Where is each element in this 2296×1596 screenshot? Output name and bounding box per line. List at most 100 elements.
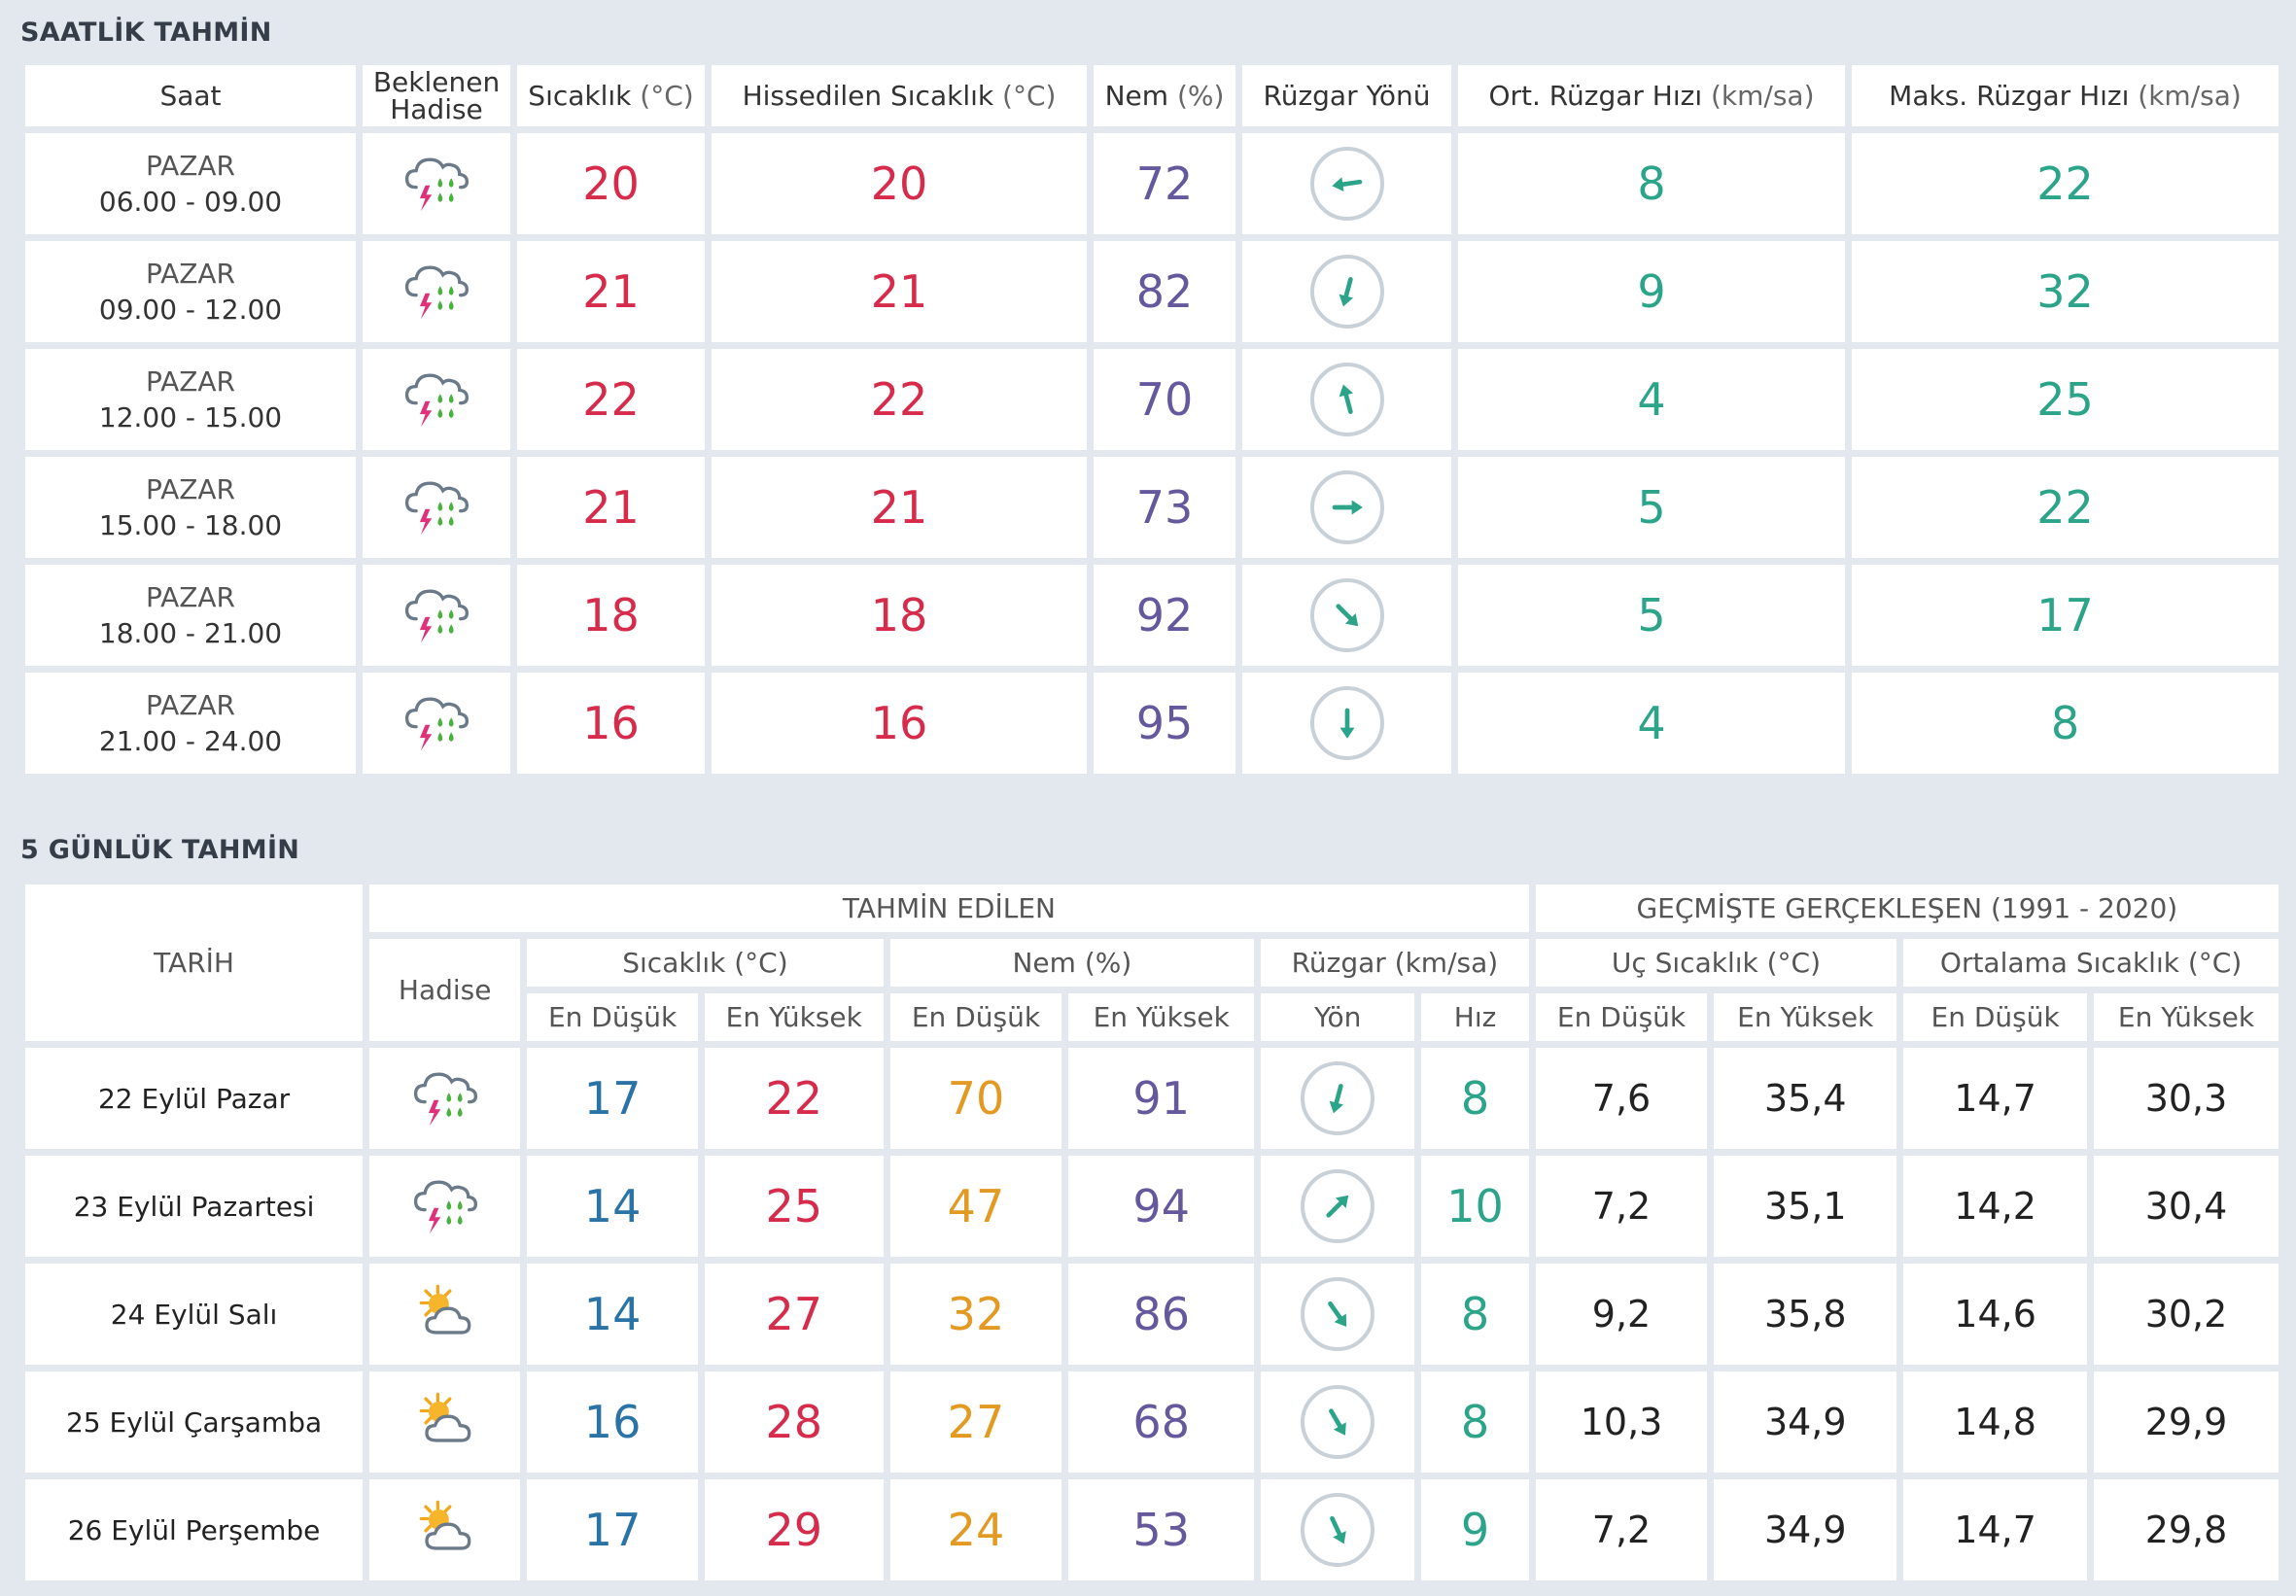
header-uc-en-dusuk: En Düşük <box>1535 993 1708 1041</box>
time-range: 06.00 - 09.00 <box>98 186 283 218</box>
thunder-rain-icon <box>400 697 473 762</box>
humidity-max-value: 53 <box>1068 1479 1255 1580</box>
wind-arrow-icon <box>1339 277 1353 307</box>
wind-arrow-icon <box>1329 1084 1344 1114</box>
feels-like-value: 18 <box>712 565 1087 666</box>
wind-compass <box>1301 1277 1375 1351</box>
humidity-min-value: 47 <box>889 1156 1062 1257</box>
weather-cell <box>369 1479 521 1580</box>
time-cell: PAZAR 21.00 - 24.00 <box>25 673 356 774</box>
daily-row: 22 Eylül Pazar 17 22 70 91 8 7,6 35,4 14,7 30,3 <box>25 1048 2279 1149</box>
thunder-rain-icon <box>408 1072 482 1137</box>
feels-like-value: 16 <box>712 673 1087 774</box>
wind-compass <box>1309 470 1384 544</box>
wind-compass <box>1301 1385 1375 1459</box>
temp-min-value: 16 <box>527 1371 698 1473</box>
weather-cell <box>363 457 510 558</box>
temp-max-value: 22 <box>704 1048 884 1149</box>
header-ort-label: Ort. Rüzgar Hızı <box>1488 79 1703 112</box>
header-nem-en-dusuk: En Düşük <box>889 993 1062 1041</box>
feels-like-value: 22 <box>712 349 1087 450</box>
avg-wind-value: 5 <box>1458 565 1845 666</box>
header-gecmiste: GEÇMİŞTE GERÇEKLEŞEN (1991 - 2020) <box>1535 885 2279 932</box>
humidity-value: 92 <box>1094 565 1235 666</box>
humidity-value: 73 <box>1094 457 1235 558</box>
hourly-header-row: Saat Beklenen Hadise Sıcaklık (°C) Hissed… <box>25 65 2279 126</box>
max-wind-value: 8 <box>1852 673 2279 774</box>
time-range: 15.00 - 18.00 <box>98 509 283 541</box>
wind-direction-cell <box>1261 1264 1415 1365</box>
temp-max-value: 27 <box>704 1264 884 1365</box>
wind-speed-value: 8 <box>1421 1371 1529 1473</box>
header-uc-en-yuksek: En Yüksek <box>1714 993 1897 1041</box>
hourly-row: PAZAR 21.00 - 24.00 16 16 95 4 8 <box>25 673 2279 774</box>
wind-direction-cell <box>1242 565 1451 666</box>
extreme-min-value: 9,2 <box>1535 1264 1708 1365</box>
header-sicaklik: Sıcaklık (°C) <box>527 939 884 987</box>
header-sicaklik-label: Sıcaklık <box>528 79 632 112</box>
temp-min-value: 14 <box>527 1156 698 1257</box>
wind-compass <box>1301 1061 1375 1135</box>
weather-cell <box>363 349 510 450</box>
max-wind-value: 32 <box>1852 241 2279 342</box>
extreme-min-value: 7,2 <box>1535 1156 1708 1257</box>
avg-wind-value: 8 <box>1458 133 1845 234</box>
temperature-value: 21 <box>517 457 705 558</box>
wind-direction-cell <box>1242 241 1451 342</box>
header-ortalama-sicaklik: Ortalama Sıcaklık (°C) <box>1903 939 2279 987</box>
humidity-max-value: 86 <box>1068 1264 1255 1365</box>
average-max-value: 30,3 <box>2094 1048 2279 1149</box>
wind-arrow-icon <box>1326 1195 1349 1218</box>
humidity-value: 70 <box>1094 349 1235 450</box>
wind-arrow-icon <box>1328 1301 1347 1327</box>
header-nem: Nem (%) <box>1094 65 1235 126</box>
hourly-row: PAZAR 18.00 - 21.00 18 18 92 5 17 <box>25 565 2279 666</box>
header-hadise: Beklenen Hadise <box>363 65 510 126</box>
weather-cell <box>369 1371 521 1473</box>
weather-cell <box>369 1264 521 1365</box>
weather-cell <box>363 241 510 342</box>
weather-cell <box>369 1048 521 1149</box>
header-sicaklik-unit: (°C) <box>640 79 694 112</box>
wind-speed-value: 8 <box>1421 1264 1529 1365</box>
header-ort-en-dusuk: En Düşük <box>1903 993 2088 1041</box>
header-sicaklik-en-yuksek: En Yüksek <box>704 993 884 1041</box>
time-cell: PAZAR 18.00 - 21.00 <box>25 565 356 666</box>
wind-direction-cell <box>1242 457 1451 558</box>
wind-speed-value: 9 <box>1421 1479 1529 1580</box>
average-max-value: 29,9 <box>2094 1371 2279 1473</box>
header-nem: Nem (%) <box>889 939 1255 987</box>
wind-arrow-icon <box>1332 500 1363 515</box>
temp-min-value: 17 <box>527 1048 698 1149</box>
avg-wind-value: 4 <box>1458 349 1845 450</box>
daily-row: 26 Eylül Perşembe 17 29 24 53 9 7,2 34,9 14,7 29,… <box>25 1479 2279 1580</box>
header-ort-unit: (km/sa) <box>1711 79 1815 112</box>
max-wind-value: 22 <box>1852 457 2279 558</box>
daily-forecast-table: TARİH TAHMİN EDİLEN GEÇMİŞTE GERÇEKLEŞEN… <box>18 878 2285 1587</box>
header-nem-en-yuksek: En Yüksek <box>1068 993 1255 1041</box>
header-ort-en-yuksek: En Yüksek <box>2094 993 2279 1041</box>
daily-header-row-2: Hadise Sıcaklık (°C) Nem (%) Rüzgar (km/… <box>25 939 2279 1041</box>
humidity-max-value: 68 <box>1068 1371 1255 1473</box>
wind-compass <box>1301 1493 1375 1567</box>
header-sicaklik: Sıcaklık (°C) <box>517 65 705 126</box>
hourly-row: PAZAR 12.00 - 15.00 22 22 70 4 25 <box>25 349 2279 450</box>
header-saat: Saat <box>25 65 356 126</box>
average-min-value: 14,7 <box>1903 1048 2088 1149</box>
date-cell: 24 Eylül Salı <box>25 1264 364 1365</box>
humidity-value: 95 <box>1094 673 1235 774</box>
temp-min-value: 17 <box>527 1479 698 1580</box>
wind-direction-cell <box>1242 673 1451 774</box>
temp-max-value: 25 <box>704 1156 884 1257</box>
header-hadise-line2: Hadise <box>390 92 483 125</box>
date-cell: 26 Eylül Perşembe <box>25 1479 364 1580</box>
average-min-value: 14,2 <box>1903 1156 2088 1257</box>
humidity-min-value: 24 <box>889 1479 1062 1580</box>
header-nem-label: Nem <box>1104 79 1169 112</box>
daily-header-row-1: TARİH TAHMİN EDİLEN GEÇMİŞTE GERÇEKLEŞEN… <box>25 885 2279 1041</box>
wind-direction-cell <box>1242 349 1451 450</box>
day-label: PAZAR <box>145 258 236 290</box>
day-label: PAZAR <box>145 150 236 182</box>
time-range: 18.00 - 21.00 <box>98 617 283 649</box>
wind-direction-cell <box>1242 133 1451 234</box>
